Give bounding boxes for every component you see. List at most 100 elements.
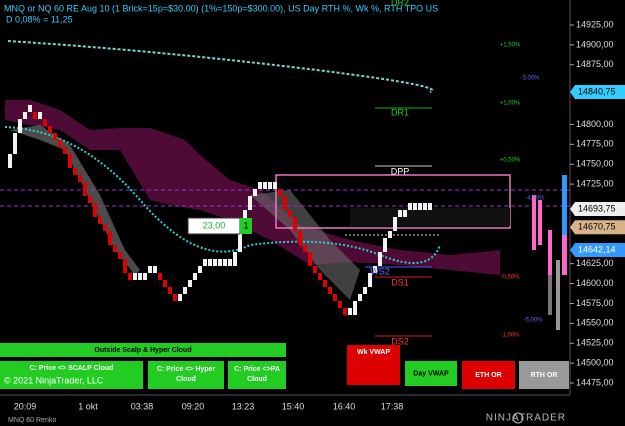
toggle-button[interactable] bbox=[228, 361, 286, 389]
percent-label: -5,00% bbox=[523, 318, 543, 324]
renko-brick bbox=[8, 154, 12, 168]
renko-brick bbox=[288, 210, 292, 217]
renko-brick bbox=[368, 273, 372, 287]
renko-brick bbox=[398, 210, 402, 217]
position-count: 1 bbox=[243, 220, 248, 230]
percent-label: -3,00% bbox=[520, 76, 540, 82]
renko-brick bbox=[203, 259, 207, 266]
renko-brick bbox=[123, 259, 127, 273]
percent-label: +1,00% bbox=[500, 101, 521, 107]
time-label: 16:40 bbox=[333, 401, 356, 411]
renko-brick bbox=[418, 203, 422, 210]
renko-brick bbox=[228, 259, 232, 266]
toggle-button[interactable] bbox=[519, 361, 569, 389]
button-label: ETH OR bbox=[475, 372, 501, 379]
copyright: © 2021 NinjaTrader, LLC bbox=[4, 375, 104, 385]
renko-brick bbox=[353, 301, 357, 315]
price-flag-label: 14840,75 bbox=[578, 86, 616, 96]
renko-brick bbox=[118, 252, 122, 259]
quantity: 23,00 bbox=[203, 220, 226, 230]
renko-brick bbox=[173, 294, 177, 301]
logo: NINJATRADER bbox=[486, 413, 566, 424]
renko-brick bbox=[208, 259, 212, 266]
renko-brick bbox=[258, 182, 262, 189]
renko-brick bbox=[248, 196, 252, 210]
percent-label: -4,00% bbox=[525, 196, 545, 202]
time-label: 15:40 bbox=[282, 401, 305, 411]
hyper-cloud bbox=[5, 100, 500, 275]
price-label: 14775,00 bbox=[576, 139, 614, 149]
renko-brick bbox=[168, 287, 172, 294]
renko-brick bbox=[63, 147, 67, 154]
renko-brick bbox=[133, 273, 137, 280]
profile-bar bbox=[562, 175, 567, 235]
renko-brick bbox=[103, 224, 107, 231]
position-box[interactable] bbox=[240, 218, 252, 234]
price-flag bbox=[570, 201, 625, 216]
renko-brick bbox=[388, 231, 392, 238]
button-label: C: Price <> Hyper Cloud bbox=[157, 366, 216, 383]
renko-brick bbox=[88, 196, 92, 203]
price-label: 14625,00 bbox=[576, 258, 614, 268]
level-label: DS2 bbox=[391, 336, 409, 346]
price-label: 14925,00 bbox=[576, 19, 614, 29]
price-flag bbox=[570, 243, 625, 258]
renko-brick bbox=[183, 287, 187, 294]
renko-brick bbox=[178, 294, 182, 301]
profile-bar bbox=[532, 195, 536, 250]
renko-brick bbox=[23, 112, 27, 119]
profile-bar bbox=[548, 275, 552, 315]
toggle-button[interactable] bbox=[148, 361, 224, 389]
renko-brick bbox=[153, 266, 157, 273]
renko-brick bbox=[268, 182, 272, 189]
renko-brick bbox=[233, 252, 237, 266]
renko-brick bbox=[48, 126, 52, 133]
renko-brick bbox=[98, 217, 102, 224]
price-label: 14600,00 bbox=[576, 278, 614, 288]
time-label: 13:23 bbox=[232, 401, 255, 411]
toggle-button[interactable] bbox=[462, 361, 515, 389]
renko-brick bbox=[128, 273, 132, 280]
level-label: DS1 bbox=[391, 277, 409, 287]
chart-title: MNQ or NQ 60 RE Aug 10 (1 Brick=15p=$30.… bbox=[4, 3, 438, 13]
renko-brick bbox=[363, 287, 367, 294]
toggle-button[interactable] bbox=[347, 345, 400, 385]
price-label: 14575,00 bbox=[576, 298, 614, 308]
renko-brick bbox=[188, 280, 192, 287]
button-label: C: Price <>PA Cloud bbox=[234, 366, 280, 383]
renko-brick bbox=[263, 182, 267, 189]
price-label: 14900,00 bbox=[576, 39, 614, 49]
time-label: 09:20 bbox=[182, 401, 205, 411]
renko-brick bbox=[333, 294, 337, 301]
profile-bar bbox=[538, 200, 542, 245]
renko-brick bbox=[158, 273, 162, 280]
price-label: 14875,00 bbox=[576, 59, 614, 69]
chart-subtitle: D 0,08% = 11,25 bbox=[6, 14, 73, 24]
renko-brick bbox=[408, 203, 412, 210]
renko-brick bbox=[338, 301, 342, 308]
renko-brick bbox=[33, 112, 37, 119]
renko-brick bbox=[283, 196, 287, 210]
renko-brick bbox=[78, 175, 82, 182]
price-flag-label: 14670,75 bbox=[578, 222, 616, 232]
renko-brick bbox=[253, 189, 257, 196]
renko-brick bbox=[348, 308, 352, 315]
time-label: 03:38 bbox=[131, 401, 154, 411]
renko-brick bbox=[303, 245, 307, 252]
wk-vwap-line bbox=[7, 40, 434, 93]
percent-label: +0,50% bbox=[500, 158, 521, 164]
toggle-button[interactable] bbox=[0, 343, 286, 357]
renko-brick bbox=[358, 294, 362, 301]
price-label: 14500,00 bbox=[576, 357, 614, 367]
logo-icon bbox=[512, 412, 524, 424]
instrument: MNQ 60 Renko bbox=[8, 417, 56, 424]
toggle-button[interactable] bbox=[0, 361, 143, 389]
price-label: 14800,00 bbox=[576, 119, 614, 129]
renko-brick bbox=[163, 280, 167, 287]
button-label: C: Price <> SCALP Cloud bbox=[30, 365, 114, 372]
renko-brick bbox=[213, 259, 217, 266]
toggle-button[interactable] bbox=[405, 361, 457, 386]
level-label: DR1 bbox=[391, 107, 409, 117]
button-label: Outside Scalp & Hyper Cloud bbox=[94, 347, 191, 354]
